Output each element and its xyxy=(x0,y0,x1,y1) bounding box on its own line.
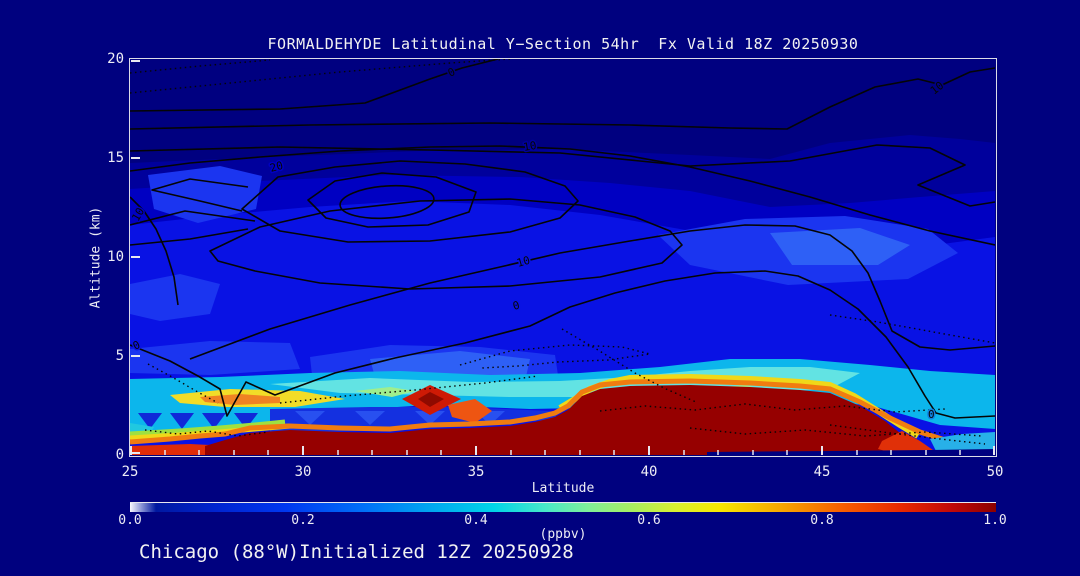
plot-frame xyxy=(129,58,997,457)
axis-ticks xyxy=(130,60,995,455)
filled-contours xyxy=(130,59,995,455)
y-tick-label-10: 10 xyxy=(107,249,124,265)
colorbar-tick-0.0: 0.0 xyxy=(118,513,142,528)
y-tick-label-20: 20 xyxy=(107,51,124,67)
contour-label: 0 xyxy=(928,408,935,421)
x-tick-label-30: 30 xyxy=(294,464,312,480)
surface-maximum-layer xyxy=(130,373,995,455)
colorbar xyxy=(130,502,996,512)
colorbar-tick-0.6: 0.6 xyxy=(637,513,661,528)
plot-title: FORMALDEHYDE Latitudinal Y−Section 54hr … xyxy=(267,35,859,53)
contour-label: 10 xyxy=(522,139,537,154)
contour-lines-dotted xyxy=(130,59,995,445)
contour-label: 10 xyxy=(515,254,531,270)
y-tick-label-0: 0 xyxy=(115,447,124,463)
colorbar-tick-0.8: 0.8 xyxy=(810,513,834,528)
x-tick-label-40: 40 xyxy=(640,464,658,480)
y-tick-label-15: 15 xyxy=(107,150,124,166)
y-tick-label-5: 5 xyxy=(115,348,124,364)
contour-lines xyxy=(130,59,995,419)
colorbar-tick-0.2: 0.2 xyxy=(291,513,315,528)
x-tick-label-50: 50 xyxy=(986,464,1004,480)
colorbar-tick-1.0: 1.0 xyxy=(983,513,1007,528)
colorbar-units-label: (ppbv) xyxy=(539,527,587,542)
contour-label: 20 xyxy=(268,159,284,175)
station-init-label: Chicago (88°W)Initialized 12Z 20250928 xyxy=(139,541,574,563)
x-tick-label-25: 25 xyxy=(121,464,139,480)
x-tick-label-45: 45 xyxy=(813,464,831,480)
x-axis-label: Latitude xyxy=(531,481,595,496)
x-tick-label-35: 35 xyxy=(467,464,485,480)
colorbar-tick-0.4: 0.4 xyxy=(464,513,488,528)
contour-plot: 0 10 20 10 10 10 0 0 0 xyxy=(130,59,995,455)
